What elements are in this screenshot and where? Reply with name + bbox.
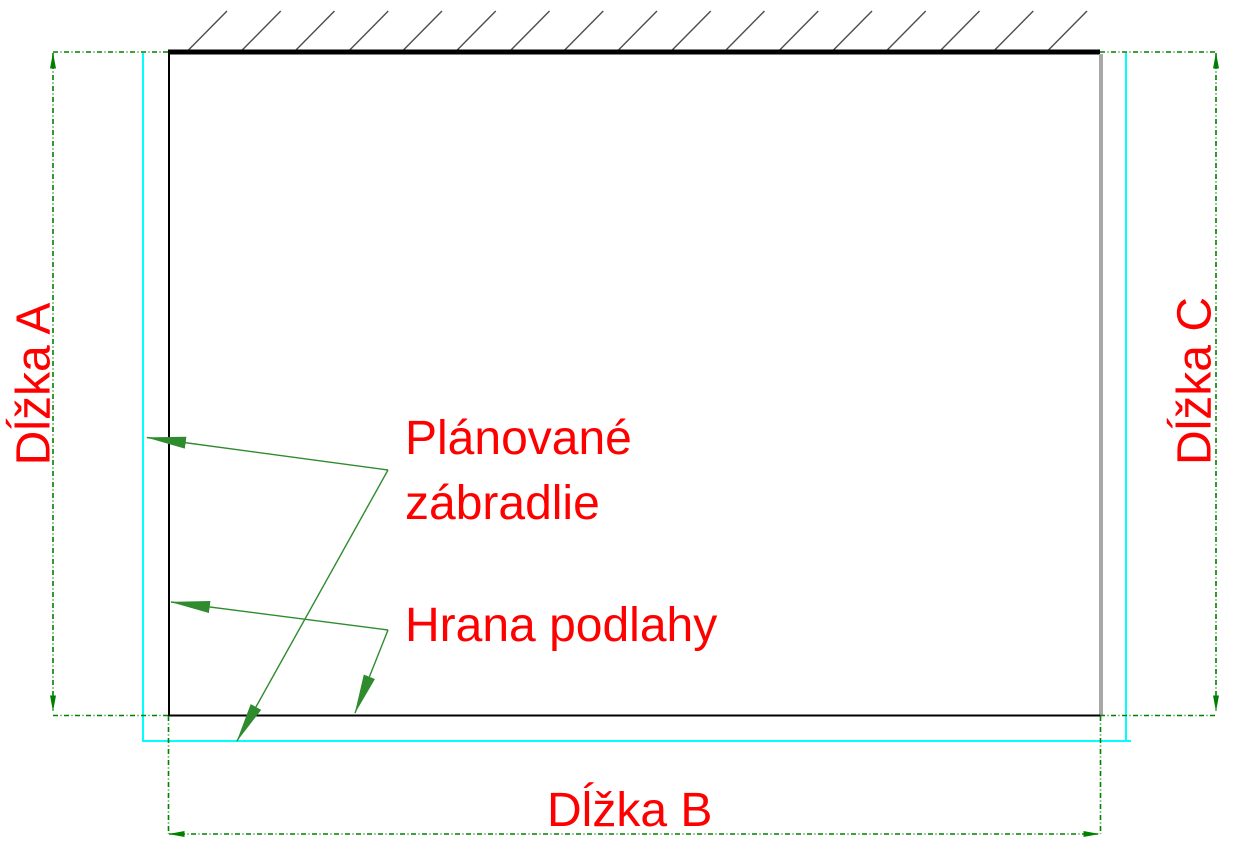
planned-railing-left-bottom <box>142 53 1131 742</box>
hatch-line <box>671 10 712 51</box>
floor-edge-leaders <box>170 601 389 714</box>
dimension-c <box>1100 51 1219 717</box>
planned-railing-label-line2: zábradlie <box>405 477 600 530</box>
floor-edge-leader-bottom <box>354 629 389 714</box>
hatch-line <box>456 10 497 51</box>
hatch-line <box>617 10 658 51</box>
wall-hatching <box>187 10 1088 51</box>
hatch-line <box>241 10 282 51</box>
planned-railing-leader-left <box>146 436 389 471</box>
dimension-a-label: Dĺžka A <box>7 302 61 466</box>
planned-railing-label: Plánované zábradlie <box>405 406 632 536</box>
dimension-b <box>167 716 1102 837</box>
dimension-a <box>50 51 168 717</box>
hatch-line <box>295 10 335 51</box>
hatch-line <box>563 10 604 51</box>
floor-edge-label: Hrana podlahy <box>405 599 718 652</box>
hatch-line <box>187 10 228 51</box>
planned-railing-leader-bottom <box>236 469 389 742</box>
dimension-c-label: Dĺžka C <box>1168 296 1222 466</box>
hatch-line <box>832 10 873 51</box>
hatch-line <box>993 10 1034 51</box>
planned-railing-label-line1: Plánované <box>405 412 632 465</box>
hatch-line <box>402 10 443 51</box>
hatch-line <box>886 10 927 51</box>
hatch-line <box>510 10 550 51</box>
planned-railing-leaders <box>146 436 389 742</box>
hatch-line <box>1047 10 1088 51</box>
hatch-line <box>940 10 980 51</box>
hatch-line <box>725 10 765 51</box>
dimension-b-label: Dĺžka B <box>547 784 713 837</box>
hatch-line <box>348 10 389 51</box>
floor-edge-leader-left <box>170 601 389 631</box>
hatch-line <box>778 10 819 51</box>
